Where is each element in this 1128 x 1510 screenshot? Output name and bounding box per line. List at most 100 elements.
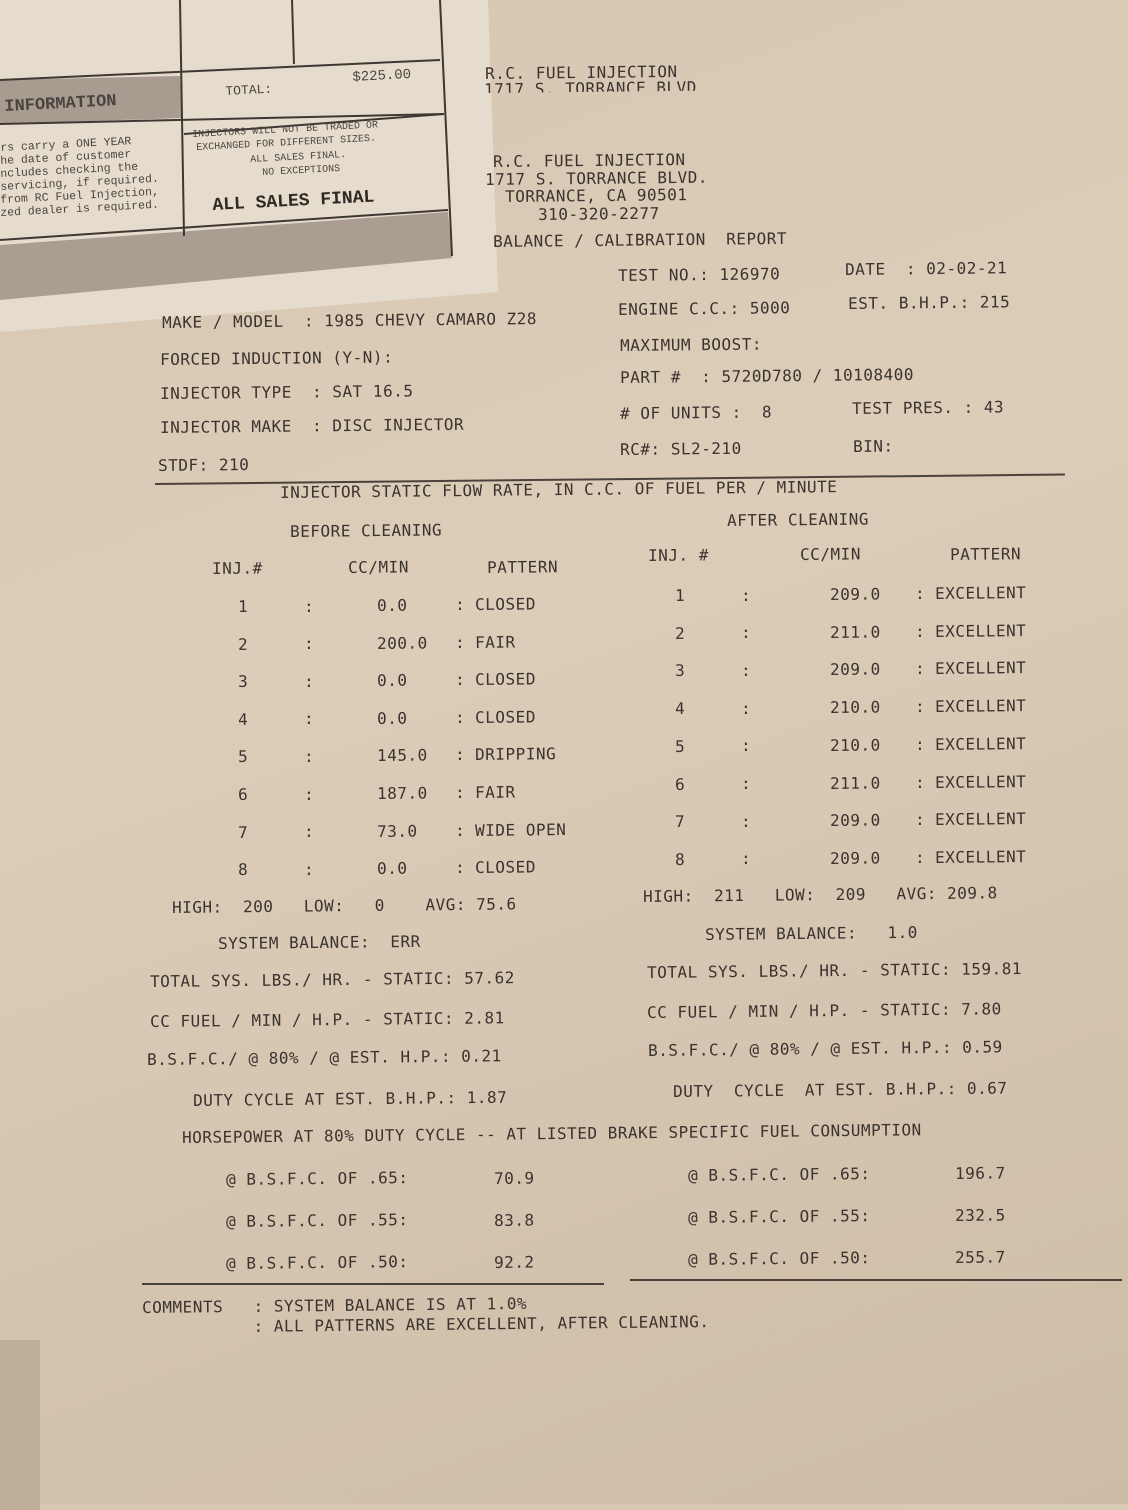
after-bsfc: B.S.F.C./ @ 80% / @ EST. H.P.: 0.59 [648, 1037, 1003, 1060]
separator: : [455, 670, 466, 690]
after-row-inj: 3 [675, 661, 686, 681]
info-units: # OF UNITS : 8 [620, 402, 773, 423]
before-column-header: CC/MIN [348, 557, 409, 578]
before-row-pattern: CLOSED [475, 669, 536, 690]
separator: : [455, 745, 466, 765]
before-row-ccmin: 145.0 [377, 745, 428, 766]
info-rc-no: RC#: SL2-210 [620, 438, 742, 459]
separator: : [455, 858, 466, 878]
separator: : [741, 585, 752, 605]
shop-header-line: 310-320-2277 [538, 203, 660, 224]
after-hp-label: @ B.S.F.C. OF .55: [688, 1206, 871, 1227]
info-max-boost: MAXIMUM BOOST: [620, 334, 763, 355]
before-summary: HIGH: 200 LOW: 0 AVG: 75.6 [172, 894, 517, 917]
before-hp-label: @ B.S.F.C. OF .50: [226, 1252, 409, 1273]
separator: : [455, 707, 466, 727]
divider-bottom-left [142, 1283, 604, 1285]
separator: : [915, 847, 926, 867]
before-hp-label: @ B.S.F.C. OF .55: [226, 1210, 409, 1231]
before-row-inj: 5 [238, 747, 249, 767]
separator: : [915, 810, 926, 830]
horsepower-title: HORSEPOWER AT 80% DUTY CYCLE -- AT LISTE… [182, 1120, 922, 1147]
separator: : [304, 596, 315, 616]
before-row-ccmin: 200.0 [377, 633, 428, 653]
separator: : [741, 811, 752, 831]
before-cc-hp: CC FUEL / MIN / H.P. - STATIC: 2.81 [150, 1008, 505, 1031]
info-injector-type: INJECTOR TYPE : SAT 16.5 [160, 381, 414, 403]
before-row-inj: 2 [238, 634, 249, 654]
after-row-inj: 5 [675, 736, 686, 756]
before-row-ccmin: 73.0 [377, 821, 418, 841]
info-forced-induction: FORCED INDUCTION (Y-N): [160, 347, 394, 369]
before-row-pattern: CLOSED [475, 707, 536, 727]
before-row-ccmin: 0.0 [377, 708, 408, 728]
before-row-inj: 8 [238, 860, 249, 880]
after-system-balance: SYSTEM BALANCE: 1.0 [705, 922, 918, 944]
divider-bottom-right [630, 1279, 1122, 1281]
after-row-ccmin: 211.0 [830, 772, 881, 793]
before-row-ccmin: 0.0 [377, 595, 408, 615]
after-row-pattern: EXCELLENT [935, 696, 1027, 717]
after-row-inj: 8 [675, 849, 686, 869]
separator: : [741, 773, 752, 793]
after-column-header: INJ. # [648, 545, 709, 565]
before-row-ccmin: 0.0 [377, 858, 408, 879]
info-make-model: MAKE / MODEL : 1985 CHEVY CAMARO Z28 [162, 309, 538, 332]
before-row-inj: 7 [238, 822, 249, 842]
after-row-ccmin: 210.0 [830, 697, 881, 718]
info-engine-cc: ENGINE C.C.: 5000 [618, 298, 791, 319]
separator: : [741, 849, 752, 869]
before-hp-label: @ B.S.F.C. OF .65: [226, 1168, 409, 1189]
after-row-inj: 1 [675, 585, 686, 605]
before-bsfc: B.S.F.C./ @ 80% / @ EST. H.P.: 0.21 [147, 1046, 502, 1069]
after-row-pattern: EXCELLENT [935, 733, 1027, 754]
after-row-ccmin: 209.0 [830, 810, 881, 831]
before-row-inj: 1 [238, 596, 249, 616]
after-hp-label: @ B.S.F.C. OF .50: [688, 1248, 871, 1269]
info-bin: BIN: [853, 436, 894, 456]
separator: : [304, 633, 315, 654]
after-summary: HIGH: 211 LOW: 209 AVG: 209.8 [643, 883, 998, 906]
after-cc-hp: CC FUEL / MIN / H.P. - STATIC: 7.80 [647, 999, 1002, 1022]
before-hp-value: 70.9 [494, 1168, 535, 1188]
separator: : [304, 821, 315, 842]
separator: : [455, 632, 466, 652]
after-row-ccmin: 211.0 [830, 622, 881, 642]
info-date: DATE : 02-02-21 [845, 258, 1008, 279]
after-row-inj: 7 [675, 812, 686, 832]
shop-address-cut: 1717 S. TORRANCE BLVD [484, 77, 697, 93]
before-row-inj: 3 [238, 672, 249, 692]
info-injector-make: INJECTOR MAKE : DISC INJECTOR [160, 414, 465, 437]
after-row-ccmin: 209.0 [830, 848, 881, 868]
before-cleaning-title: BEFORE CLEANING [290, 520, 443, 541]
receipt-total-label: TOTAL: [225, 81, 273, 99]
after-duty-cycle: DUTY CYCLE AT EST. B.H.P.: 0.67 [673, 1078, 1008, 1101]
comments-line: COMMENTS : SYSTEM BALANCE IS AT 1.0% [142, 1293, 528, 1317]
before-row-pattern: DRIPPING [475, 744, 557, 765]
before-hp-value: 92.2 [494, 1252, 535, 1272]
before-column-header: PATTERN [487, 557, 559, 577]
separator: : [455, 820, 466, 840]
separator: : [915, 659, 926, 679]
before-column-header: INJ.# [212, 558, 263, 578]
separator: : [741, 623, 752, 643]
before-row-pattern: WIDE OPEN [475, 819, 567, 840]
separator: : [304, 671, 315, 691]
separator: : [741, 698, 752, 718]
before-row-inj: 4 [238, 709, 249, 729]
after-lbs-hr: TOTAL SYS. LBS./ HR. - STATIC: 159.81 [647, 959, 1023, 982]
after-row-pattern: EXCELLENT [935, 809, 1027, 830]
info-test-pres: TEST PRES. : 43 [852, 397, 1005, 418]
separator: : [304, 746, 315, 766]
after-hp-value: 232.5 [955, 1205, 1006, 1225]
after-column-header: CC/MIN [800, 544, 861, 565]
after-row-ccmin: 210.0 [830, 735, 881, 755]
shop-header-line: TORRANCE, CA 90501 [505, 185, 688, 206]
after-row-inj: 4 [675, 698, 686, 719]
separator: : [304, 709, 315, 729]
before-row-ccmin: 0.0 [377, 670, 408, 691]
separator: : [915, 772, 926, 792]
separator: : [915, 734, 926, 754]
receipt-shape [0, 0, 498, 332]
separator: : [741, 736, 752, 756]
